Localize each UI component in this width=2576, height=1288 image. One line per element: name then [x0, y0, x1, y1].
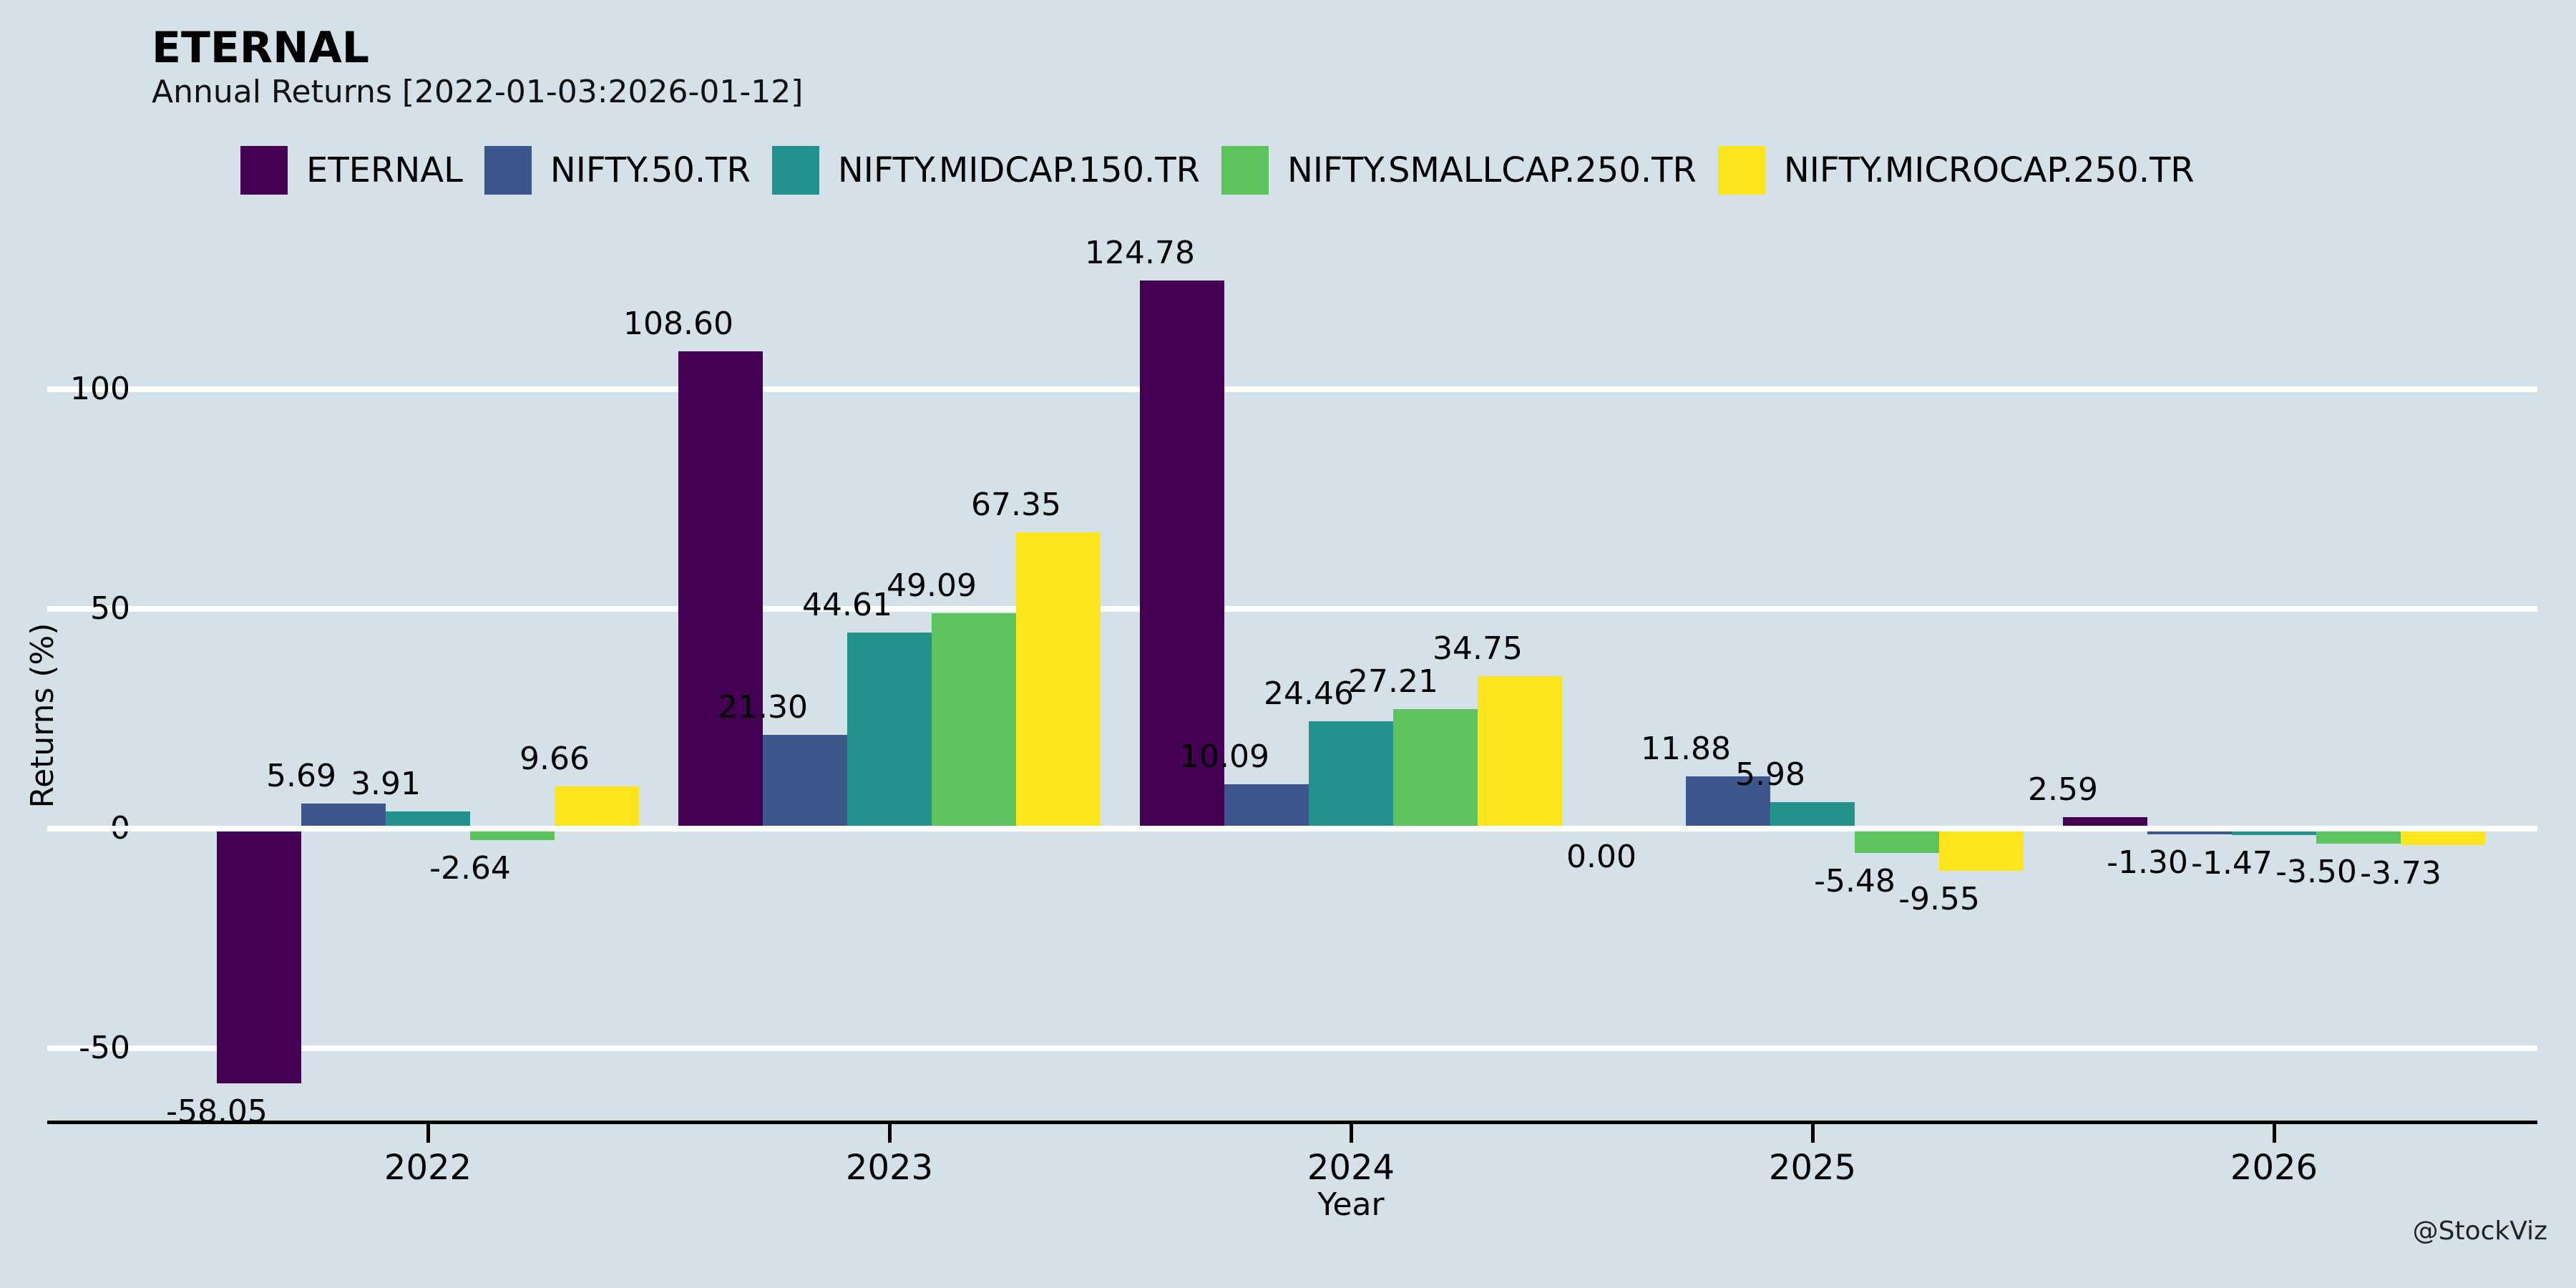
- legend-label: ETERNAL: [306, 150, 463, 190]
- chart-title: ETERNAL: [152, 23, 369, 73]
- bar: [2401, 829, 2485, 845]
- bar-value-label: -3.73: [2360, 854, 2441, 892]
- x-tick-mark: [2273, 1124, 2276, 1143]
- bar: [386, 811, 470, 829]
- bar-value-label: 44.61: [802, 587, 892, 624]
- legend-swatch: [771, 146, 819, 195]
- bar: [1393, 708, 1478, 829]
- bar: [1016, 532, 1101, 829]
- bar: [1939, 829, 2024, 871]
- bar: [2232, 829, 2316, 836]
- bar-value-label: 67.35: [971, 487, 1061, 524]
- bar-value-label: 24.46: [1264, 675, 1354, 712]
- bar-value-label: -2.64: [429, 850, 511, 887]
- bar-value-label: -9.55: [1898, 880, 1980, 917]
- bar: [763, 735, 847, 829]
- legend-label: NIFTY.MICROCAP.250.TR: [1783, 150, 2195, 190]
- x-tick-label: 2026: [2230, 1148, 2318, 1188]
- legend-swatch: [484, 146, 532, 195]
- legend: ETERNAL NIFTY.50.TR NIFTY.MIDCAP.150.TR NIF…: [240, 140, 2195, 200]
- legend-label: NIFTY.SMALLCAP.250.TR: [1287, 150, 1697, 190]
- legend-swatch: [240, 146, 288, 195]
- bar: [1770, 802, 1855, 829]
- bar: [555, 786, 639, 829]
- bar-value-label: 10.09: [1179, 738, 1269, 776]
- bar: [1140, 280, 1224, 829]
- legend-label: NIFTY.MIDCAP.150.TR: [837, 150, 1200, 190]
- bar-value-label: 49.09: [887, 567, 977, 604]
- x-tick-label: 2022: [384, 1148, 472, 1188]
- bar: [1686, 776, 1770, 829]
- bar-value-label: 108.60: [623, 306, 733, 343]
- bar: [217, 829, 301, 1084]
- gridline: [47, 1045, 2537, 1051]
- chart-subtitle: Annual Returns [2022-01-03:2026-01-12]: [152, 74, 804, 110]
- bar: [847, 633, 932, 829]
- legend-item: NIFTY.SMALLCAP.250.TR: [1221, 146, 1697, 195]
- x-tick-mark: [1350, 1124, 1353, 1143]
- y-tick-label: 100: [70, 371, 130, 407]
- legend-item: NIFTY.MIDCAP.150.TR: [771, 146, 1200, 195]
- legend-label: NIFTY.50.TR: [550, 150, 751, 190]
- x-tick-mark: [1811, 1124, 1815, 1143]
- x-axis-line: [47, 1121, 2537, 1124]
- gridline: [47, 606, 2537, 612]
- bar-value-label: -58.05: [166, 1093, 268, 1131]
- legend-swatch: [1717, 146, 1765, 195]
- x-tick-label: 2025: [1768, 1148, 1857, 1188]
- bar-value-label: 27.21: [1348, 663, 1438, 700]
- bar: [301, 804, 386, 829]
- bar: [470, 829, 555, 841]
- bar-value-label: 124.78: [1085, 234, 1195, 271]
- bar-value-label: 0.00: [1566, 839, 1636, 875]
- bar-value-label: -5.48: [1814, 862, 1896, 899]
- bar: [1309, 721, 1393, 829]
- x-tick-mark: [426, 1124, 430, 1143]
- bar-value-label: 3.91: [351, 765, 421, 802]
- zero-gridline: [47, 826, 2537, 831]
- y-tick-label: -50: [79, 1030, 130, 1066]
- bar: [1855, 829, 1939, 853]
- bar-value-label: 11.88: [1641, 731, 1731, 768]
- bar-value-label: -1.30: [2107, 844, 2188, 881]
- bar-value-label: -1.47: [2191, 845, 2273, 882]
- legend-item: ETERNAL: [240, 146, 463, 195]
- bar-value-label: 5.69: [266, 758, 336, 795]
- bar-value-label: 2.59: [2028, 771, 2098, 809]
- bar-value-label: 21.30: [718, 689, 808, 726]
- x-tick-label: 2023: [845, 1148, 934, 1188]
- x-axis-title: Year: [1317, 1186, 1385, 1223]
- bar-value-label: 5.98: [1735, 756, 1805, 794]
- y-tick-label: 50: [90, 590, 130, 627]
- bar: [1224, 784, 1309, 829]
- bar: [1478, 675, 1562, 829]
- x-tick-label: 2024: [1307, 1148, 1395, 1188]
- y-axis-title: Returns (%): [24, 623, 61, 809]
- bar: [932, 613, 1016, 829]
- bar-value-label: -3.50: [2275, 854, 2357, 891]
- x-tick-mark: [888, 1124, 892, 1143]
- bar: [678, 351, 763, 829]
- legend-item: NIFTY.50.TR: [484, 146, 751, 195]
- legend-swatch: [1221, 146, 1269, 195]
- bar-value-label: 34.75: [1433, 630, 1523, 667]
- gridline: [47, 386, 2537, 392]
- bar-value-label: 9.66: [519, 740, 590, 777]
- watermark: @StockViz: [2412, 1216, 2547, 1246]
- bar: [2316, 829, 2401, 844]
- legend-item: NIFTY.MICROCAP.250.TR: [1717, 146, 2195, 195]
